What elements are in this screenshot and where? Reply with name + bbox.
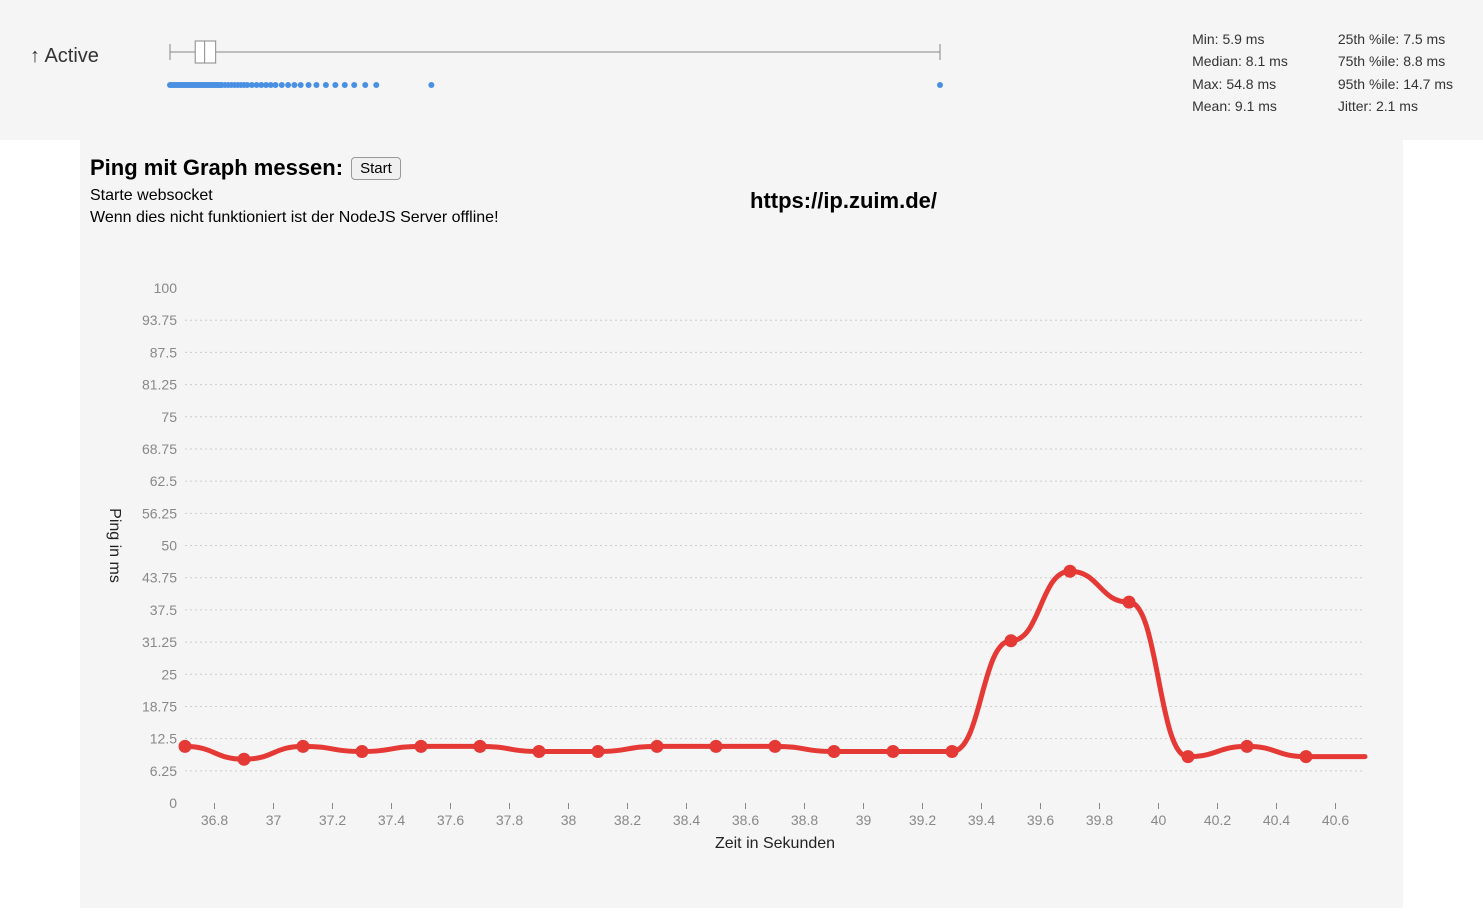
- top-stats-panel: ↑ Active Min: 5.9 msMedian: 8.1 msMax: 5…: [0, 0, 1483, 140]
- boxplot-strip: [165, 30, 945, 100]
- svg-text:36.8: 36.8: [201, 812, 228, 828]
- stat-item: Jitter: 2.1 ms: [1338, 95, 1453, 117]
- svg-text:39: 39: [856, 812, 872, 828]
- svg-text:50: 50: [161, 538, 177, 554]
- svg-text:18.75: 18.75: [142, 699, 177, 715]
- svg-text:81.25: 81.25: [142, 377, 177, 393]
- svg-text:Zeit in Sekunden: Zeit in Sekunden: [715, 835, 835, 852]
- status-line-1: Starte websocket: [90, 185, 1403, 207]
- svg-text:25: 25: [161, 666, 177, 682]
- svg-text:43.75: 43.75: [142, 570, 177, 586]
- svg-text:40.4: 40.4: [1263, 812, 1290, 828]
- svg-text:39.4: 39.4: [968, 812, 995, 828]
- svg-text:39.6: 39.6: [1027, 812, 1054, 828]
- stats-column-left: Min: 5.9 msMedian: 8.1 msMax: 54.8 msMea…: [1192, 28, 1288, 118]
- svg-text:93.75: 93.75: [142, 312, 177, 328]
- svg-text:37.2: 37.2: [319, 812, 346, 828]
- svg-text:40: 40: [1151, 812, 1167, 828]
- stat-item: Mean: 9.1 ms: [1192, 95, 1288, 117]
- svg-text:68.75: 68.75: [142, 441, 177, 457]
- status-line-2: Wenn dies nicht funktioniert ist der Nod…: [90, 207, 1403, 229]
- svg-text:39.2: 39.2: [909, 812, 936, 828]
- svg-text:38.4: 38.4: [673, 812, 700, 828]
- stat-item: 25th %ile: 7.5 ms: [1338, 28, 1453, 50]
- svg-text:39.8: 39.8: [1086, 812, 1113, 828]
- svg-text:37.5: 37.5: [150, 602, 177, 618]
- svg-text:62.5: 62.5: [150, 473, 177, 489]
- boxplot-svg: [165, 30, 945, 100]
- stat-item: Max: 54.8 ms: [1192, 73, 1288, 95]
- svg-text:37.6: 37.6: [437, 812, 464, 828]
- stat-item: Median: 8.1 ms: [1192, 50, 1288, 72]
- svg-text:37.8: 37.8: [496, 812, 523, 828]
- stat-item: 75th %ile: 8.8 ms: [1338, 50, 1453, 72]
- svg-text:37.4: 37.4: [378, 812, 405, 828]
- active-indicator: ↑ Active: [30, 45, 99, 68]
- svg-text:40.2: 40.2: [1204, 812, 1231, 828]
- title-row: Ping mit Graph messen: Start: [80, 155, 1403, 181]
- svg-text:40.6: 40.6: [1322, 812, 1349, 828]
- svg-text:75: 75: [161, 409, 177, 425]
- url-label: https://ip.zuim.de/: [750, 188, 937, 214]
- start-button[interactable]: Start: [351, 157, 401, 180]
- ping-chart: 0 6.25 12.5 18.75 25 31.25 37.5 43.75 50 56.25 62.…: [90, 268, 1390, 878]
- svg-text:38.8: 38.8: [791, 812, 818, 828]
- svg-text:38.6: 38.6: [732, 812, 759, 828]
- chart-container: 0 6.25 12.5 18.75 25 31.25 37.5 43.75 50 56.25 62.…: [80, 268, 1403, 878]
- stats-column-right: 25th %ile: 7.5 ms75th %ile: 8.8 ms95th %…: [1338, 28, 1453, 118]
- chart-title: Ping mit Graph messen:: [90, 155, 343, 181]
- status-text: Starte websocket Wenn dies nicht funktio…: [80, 185, 1403, 228]
- svg-text:38.2: 38.2: [614, 812, 641, 828]
- stat-item: 95th %ile: 14.7 ms: [1338, 73, 1453, 95]
- svg-text:87.5: 87.5: [150, 345, 177, 361]
- stats-block: Min: 5.9 msMedian: 8.1 msMax: 54.8 msMea…: [1192, 28, 1453, 118]
- svg-text:37: 37: [266, 812, 282, 828]
- svg-text:Ping in ms: Ping in ms: [106, 508, 123, 583]
- svg-text:6.25: 6.25: [150, 763, 177, 779]
- svg-text:31.25: 31.25: [142, 634, 177, 650]
- svg-text:100: 100: [154, 280, 178, 296]
- svg-text:38: 38: [561, 812, 577, 828]
- main-panel: Ping mit Graph messen: Start Starte webs…: [80, 140, 1403, 908]
- svg-text:12.5: 12.5: [150, 731, 177, 747]
- stat-item: Min: 5.9 ms: [1192, 28, 1288, 50]
- svg-text:56.25: 56.25: [142, 506, 177, 522]
- svg-text:0: 0: [169, 795, 177, 811]
